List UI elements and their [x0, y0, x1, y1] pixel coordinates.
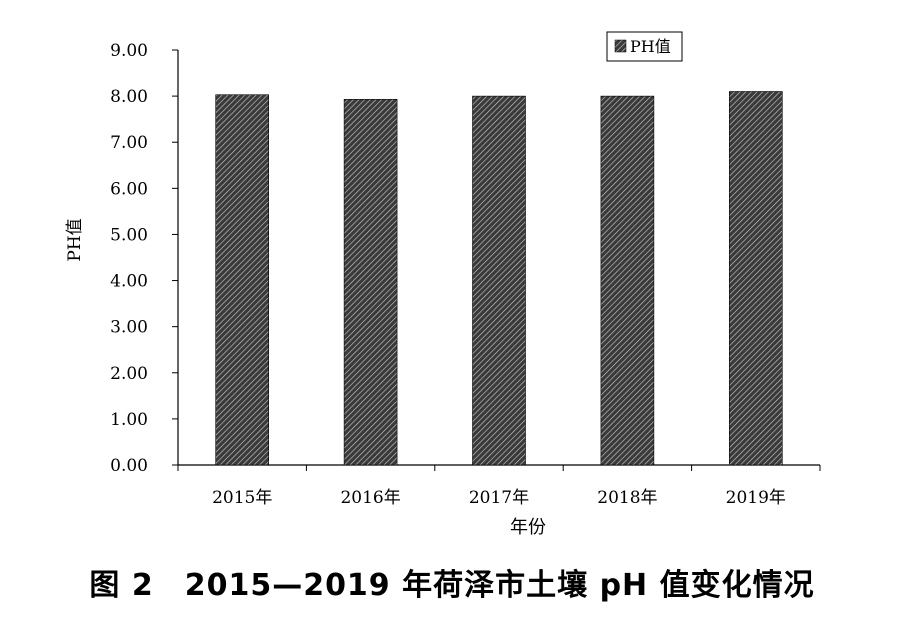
x-tick-label: 2018年 [597, 488, 657, 508]
figure-caption: 图 2 2015—2019 年荷泽市土壤 pH 值变化情况 [89, 568, 815, 603]
y-tick-label: 9.00 [110, 41, 148, 61]
y-tick-label: 4.00 [110, 272, 148, 292]
y-tick-label: 1.00 [110, 410, 148, 430]
y-tick-label: 8.00 [110, 87, 148, 107]
legend-box [606, 31, 683, 62]
bar-2018 [600, 95, 655, 466]
x-tick-label: 2019年 [726, 488, 786, 508]
y-tick-label: 0.00 [110, 456, 148, 476]
bar-2017 [472, 95, 526, 466]
bar-2019 [728, 91, 783, 466]
legend: PH值 [606, 31, 683, 62]
bar-2015 [215, 94, 269, 466]
x-tick-label: 2015年 [212, 488, 272, 508]
x-tick-label: 2016年 [340, 488, 400, 508]
legend-swatch [614, 39, 627, 53]
bars [215, 91, 783, 466]
y-axis-label: PH值 [65, 218, 85, 261]
y-tick-label: 3.00 [110, 318, 148, 338]
y-tick-label: 2.00 [110, 364, 148, 384]
bar-chart: 0.00 1.00 2.00 3.00 4.00 5.00 6.00 7.00 8.00 9.00… [65, 31, 821, 538]
x-tick-label: 2017年 [469, 488, 529, 508]
y-tick-label: 7.00 [110, 133, 148, 153]
bar-2016 [343, 99, 398, 466]
y-tick-label: 6.00 [110, 179, 148, 199]
y-tick-label: 5.00 [110, 225, 148, 245]
y-ticks: 0.00 1.00 2.00 3.00 4.00 5.00 6.00 7.00 8.00 9.00 [110, 41, 178, 476]
x-axis-label: 年份 [510, 517, 546, 538]
legend-label: PH值 [630, 37, 671, 56]
x-ticks: 2015年 2016年 2017年 2018年 2019年 [177, 465, 821, 508]
